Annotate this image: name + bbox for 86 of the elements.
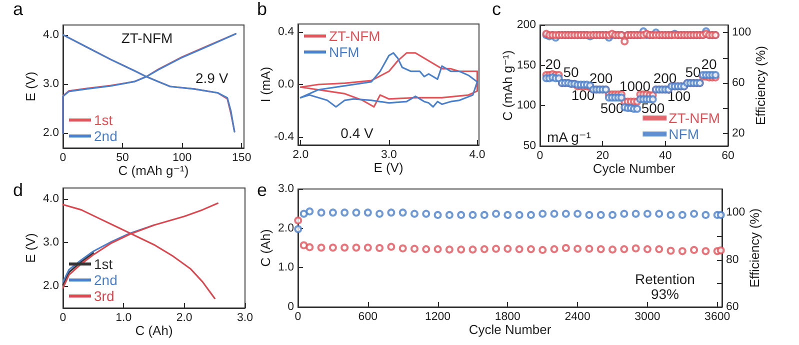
x-tick-label: 3.0 bbox=[237, 312, 253, 324]
y2-axis-title: Efficiency (%) bbox=[753, 46, 768, 126]
y2-tick-label: 100 bbox=[732, 26, 752, 39]
annotation: 200 bbox=[653, 70, 677, 86]
x-tick-label: 3600 bbox=[704, 311, 730, 323]
x-axis-title: Cycle Number bbox=[468, 322, 552, 337]
chart-title: a bbox=[13, 0, 24, 19]
y-axis-title: C (mAh g⁻¹) bbox=[500, 50, 515, 121]
x-tick-label: 0 bbox=[536, 150, 544, 162]
x-axis-title: Cycle Number bbox=[592, 161, 676, 176]
y-tick-label: 100 bbox=[516, 100, 536, 112]
y2-tick-label: 60 bbox=[726, 301, 739, 313]
chart-title: c bbox=[492, 0, 501, 19]
x-tick-label: 150 bbox=[232, 152, 252, 164]
y2-tick-label: 60 bbox=[732, 76, 745, 89]
x-tick-label: 1800 bbox=[494, 311, 520, 323]
x-tick-label: 1200 bbox=[424, 311, 451, 323]
y-tick-label: 3.0 bbox=[43, 236, 59, 249]
annotation: 0.4 V bbox=[340, 125, 374, 141]
chart-title: b bbox=[257, 0, 268, 19]
x-tick-label: 50 bbox=[116, 152, 129, 164]
annotation: 50 bbox=[563, 64, 579, 80]
x-tick-label: 0 bbox=[60, 312, 66, 324]
y2-tick-label: 20 bbox=[732, 127, 745, 140]
legend-label: NFM bbox=[329, 44, 360, 60]
x-tick-label: 3000 bbox=[634, 311, 660, 323]
y-tick-label: 0.0 bbox=[278, 78, 294, 90]
x-tick-label: 4.0 bbox=[469, 149, 486, 161]
y-tick-label: 50 bbox=[523, 140, 536, 152]
annotation: 500 bbox=[641, 100, 665, 116]
annotation: Retention bbox=[635, 271, 695, 287]
legend-label: ZT-NFM bbox=[668, 110, 720, 126]
legend-label: 2nd bbox=[94, 128, 118, 144]
x-tick-label: 600 bbox=[358, 311, 378, 323]
chart-title: d bbox=[13, 180, 24, 200]
x-tick-label: 0 bbox=[60, 152, 66, 164]
y-tick-label: 1.0 bbox=[278, 262, 294, 274]
chart-title: e bbox=[257, 180, 268, 200]
y2-tick-label: 80 bbox=[726, 254, 739, 266]
annotation: 93% bbox=[650, 286, 680, 302]
annotation: 50 bbox=[685, 64, 701, 80]
y-tick-label: 200 bbox=[516, 19, 536, 31]
y-tick-label: -0.4 bbox=[274, 131, 295, 144]
x-axis-title: C (mAh g⁻¹) bbox=[118, 163, 189, 178]
legend-label: NFM bbox=[668, 126, 700, 142]
y-tick-label: 2.0 bbox=[43, 127, 59, 140]
x-tick-label: 1.0 bbox=[116, 312, 132, 324]
legend-label: 3rd bbox=[94, 288, 114, 304]
y-axis-title: I (mA) bbox=[258, 66, 273, 102]
y-tick-label: 2.0 bbox=[43, 280, 59, 292]
y-tick-label: 2.0 bbox=[278, 222, 294, 234]
x-tick-label: 2.0 bbox=[292, 149, 309, 161]
y2-axis-title: Efficiency (%) bbox=[747, 208, 762, 288]
y2-tick-label: 100 bbox=[726, 206, 746, 219]
legend-label: 1st bbox=[94, 256, 113, 272]
x-tick-label: 100 bbox=[172, 152, 192, 164]
annotation: 20 bbox=[545, 56, 561, 72]
annotation: 1000 bbox=[619, 78, 651, 94]
annotation: 500 bbox=[600, 100, 624, 116]
legend-label: ZT-NFM bbox=[329, 28, 380, 44]
x-tick-label: 20 bbox=[596, 150, 610, 162]
y-tick-label: 150 bbox=[516, 59, 536, 72]
annotation: ZT-NFM bbox=[121, 30, 173, 46]
x-tick-label: 2.0 bbox=[176, 312, 192, 324]
x-tick-label: 40 bbox=[658, 150, 672, 162]
x-tick-label: 2400 bbox=[564, 311, 590, 323]
y-tick-label: 4.0 bbox=[43, 28, 59, 41]
x-tick-label: 60 bbox=[722, 150, 734, 162]
y-axis-title: C (Ah) bbox=[258, 229, 273, 267]
annotation: 20 bbox=[701, 56, 717, 72]
x-tick-label: 3.0 bbox=[380, 149, 397, 161]
legend-label: 1st bbox=[94, 112, 113, 128]
y-axis-title: E (V) bbox=[23, 72, 38, 102]
legend-label: 2nd bbox=[94, 272, 118, 288]
y-axis-title: E (V) bbox=[23, 233, 38, 263]
annotation: 200 bbox=[589, 70, 613, 86]
x-axis-title: C (Ah) bbox=[135, 323, 173, 338]
x-axis-title: E (V) bbox=[374, 160, 404, 175]
y-tick-label: 3.0 bbox=[278, 183, 294, 195]
y-tick-label: 0.4 bbox=[278, 26, 295, 38]
y-tick-label: 3.0 bbox=[43, 78, 59, 90]
annotation: mA g⁻¹ bbox=[547, 129, 592, 145]
annotation: 2.9 V bbox=[195, 70, 229, 86]
y-tick-label: 0 bbox=[288, 301, 294, 313]
annotation: 100 bbox=[667, 88, 691, 104]
y-tick-label: 4.0 bbox=[43, 192, 59, 205]
